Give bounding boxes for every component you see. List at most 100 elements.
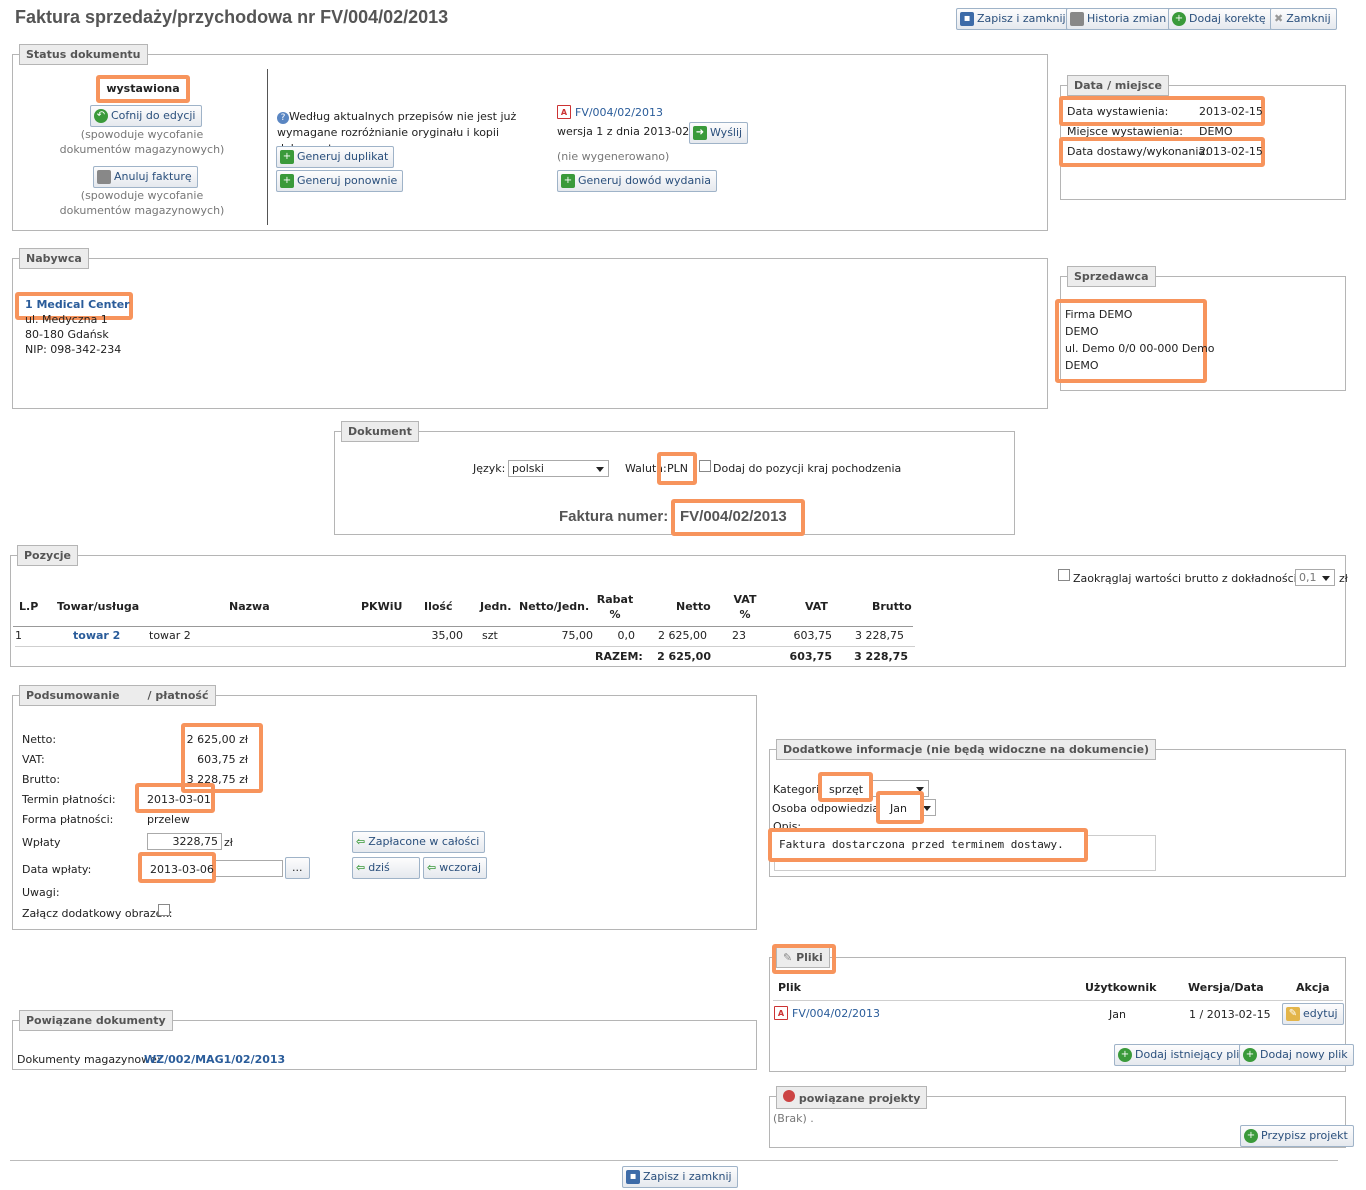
projects-none: (Brak) .: [773, 1112, 814, 1125]
round-unit: zł: [1339, 572, 1348, 585]
doc-add-icon: +: [561, 174, 575, 188]
issue-date-highlight: [1059, 96, 1265, 126]
seller-highlight: [1055, 299, 1207, 383]
cell-name: towar 2: [149, 629, 191, 642]
pdf-file-link[interactable]: A FV/004/02/2013: [557, 105, 663, 119]
plus-icon: +: [1118, 1048, 1132, 1062]
add-correction-button[interactable]: + Dodaj korektę: [1168, 8, 1272, 30]
projects-legend: powiązane projekty: [776, 1086, 928, 1109]
net-value: 2 625,00 zł: [186, 733, 248, 746]
cell-vat-pct: 23: [732, 629, 746, 642]
plus-icon: +: [1172, 12, 1186, 26]
payment-date-highlight: [138, 852, 216, 883]
yesterday-button[interactable]: ⇦ wczoraj: [423, 857, 488, 879]
total-vat: 603,75: [789, 650, 832, 663]
date-place-panel: Data / miejsce Data wystawienia: 2013-02…: [1059, 75, 1346, 200]
positions-panel: Pozycje Zaokrąglaj wartości brutto z dok…: [10, 545, 1348, 667]
arrow-left-icon: ⇦: [427, 861, 437, 874]
col-vat-pct: VAT %: [733, 593, 757, 621]
footer-divider: [10, 1160, 1338, 1161]
issue-date-label: Data wystawienia:: [1067, 105, 1169, 118]
send-button[interactable]: ➜ Wyślij: [689, 122, 749, 144]
language-select[interactable]: polski: [508, 460, 609, 477]
cell-qty: 35,00: [431, 629, 464, 642]
cell-discount: 0,0: [617, 629, 636, 642]
currency-label: Waluta:: [625, 462, 667, 475]
invoice-number-value: FV/004/02/2013: [680, 508, 787, 525]
footer-save-close-button[interactable]: ▪ Zapisz i zamknij: [622, 1166, 738, 1188]
trash-icon: [97, 170, 111, 184]
history-button[interactable]: Historia zmian: [1066, 8, 1173, 30]
summary-panel: Podsumowanie / płatność Netto: 2 625,00 z…: [12, 685, 757, 930]
issue-place-label: Miejsce wystawienia:: [1067, 125, 1183, 138]
revert-note: (spowoduje wycofanie dokumentów magazyno…: [59, 128, 225, 156]
col-gross: Brutto: [872, 600, 912, 613]
totals-highlight: [181, 723, 263, 793]
revert-edit-button[interactable]: ↶ Cofnij do edycji: [90, 105, 202, 127]
category-label: Kategoria:: [773, 783, 830, 796]
attach-checkbox[interactable]: [158, 904, 170, 916]
total-label: RAZEM:: [595, 650, 643, 663]
related-docs-panel: Powiązane dokumenty Dokumenty magazynowe…: [12, 1010, 757, 1070]
file-version: 1 / 2013-02-15: [1189, 1008, 1271, 1021]
divider: [267, 69, 268, 225]
save-icon: ▪: [960, 12, 974, 26]
buyer-nip: NIP: 098-342-234: [25, 343, 122, 356]
col-unit-net: Netto/Jedn.: [519, 600, 590, 613]
cancel-invoice-button[interactable]: Anuluj fakturę: [93, 166, 198, 188]
origin-checkbox[interactable]: [699, 460, 711, 472]
buyer-name-highlight: [15, 292, 133, 320]
language-label: Język:: [473, 462, 506, 475]
paid-input[interactable]: 3228,75: [147, 833, 222, 850]
file-link[interactable]: A FV/004/02/2013: [774, 1006, 880, 1020]
pdf-icon: A: [774, 1006, 788, 1020]
save-close-button[interactable]: ▪ Zapisz i zamknij: [956, 8, 1072, 30]
paid-all-button[interactable]: ⇦ Zapłacone w całości: [352, 831, 486, 853]
payment-term-label: Termin płatności:: [22, 793, 116, 806]
seller-line2: DEMO: [1065, 325, 1099, 338]
not-generated-text: (nie wygenerowano): [557, 150, 670, 163]
document-legend: Dokument: [341, 421, 419, 442]
arrow-left-icon: ⇦: [356, 861, 366, 874]
generate-issue-proof-button[interactable]: + Generuj dowód wydania: [557, 170, 717, 192]
cell-item-link[interactable]: towar 2: [73, 629, 121, 642]
related-doc-link[interactable]: WZ/002/MAG1/02/2013: [144, 1053, 286, 1066]
payment-term-value: 2013-03-01: [147, 793, 211, 806]
generate-again-button[interactable]: + Generuj ponownie: [276, 170, 404, 192]
vat-value: 603,75 zł: [197, 753, 248, 766]
round-select[interactable]: 0,1: [1295, 569, 1335, 586]
invoice-number-highlight: [671, 499, 805, 536]
add-existing-file-button[interactable]: + Dodaj istniejący plik: [1114, 1044, 1252, 1066]
total-gross: 3 228,75: [854, 650, 908, 663]
col-vat: VAT: [805, 600, 828, 613]
close-button[interactable]: ✖ Zamknij: [1270, 8, 1337, 30]
payment-date-label: Data wpłaty:: [22, 863, 92, 876]
notes-label: Uwagi:: [22, 886, 60, 899]
table-row: 1 towar 2 towar 2 35,00 szt 75,00 0,0 2 …: [11, 629, 921, 645]
cell-vat: 603,75: [793, 629, 833, 642]
issue-place-value: DEMO: [1199, 125, 1233, 138]
total-net: 2 625,00: [657, 650, 711, 663]
add-new-file-button[interactable]: + Dodaj nowy plik: [1239, 1044, 1354, 1066]
seller-line4: DEMO: [1065, 359, 1099, 372]
date-picker-button[interactable]: ...: [285, 857, 310, 879]
col-file: Plik: [778, 981, 801, 994]
cell-net: 2 625,00: [658, 629, 707, 642]
cell-lp: 1: [15, 629, 22, 642]
buyer-name-link[interactable]: 1 Medical Center: [25, 298, 130, 311]
today-button[interactable]: ⇦ dziś: [352, 857, 420, 879]
person-label: Osoba odpowiedzialna:: [772, 802, 900, 815]
edit-file-button[interactable]: ✎ edytuj: [1282, 1003, 1344, 1025]
projects-panel: powiązane projekty (Brak) . + Przypisz pr…: [769, 1086, 1354, 1148]
date-place-legend: Data / miejsce: [1067, 75, 1169, 96]
files-header-divider: [773, 1000, 1343, 1001]
attach-label: Załącz dodatkowy obrazek:: [22, 907, 173, 920]
round-checkbox[interactable]: [1058, 569, 1070, 581]
buyer-panel: Nabywca 1 Medical Center ul. Medyczna 1 …: [12, 248, 1048, 409]
assign-project-button[interactable]: + Przypisz projekt: [1240, 1125, 1354, 1147]
generate-duplicate-button[interactable]: + Generuj duplikat: [276, 146, 395, 168]
close-icon: ✖: [1274, 12, 1284, 25]
col-lp: L.P: [19, 600, 39, 613]
col-pkwiu: PKWiU: [361, 600, 403, 613]
projects-icon: [783, 1090, 795, 1102]
